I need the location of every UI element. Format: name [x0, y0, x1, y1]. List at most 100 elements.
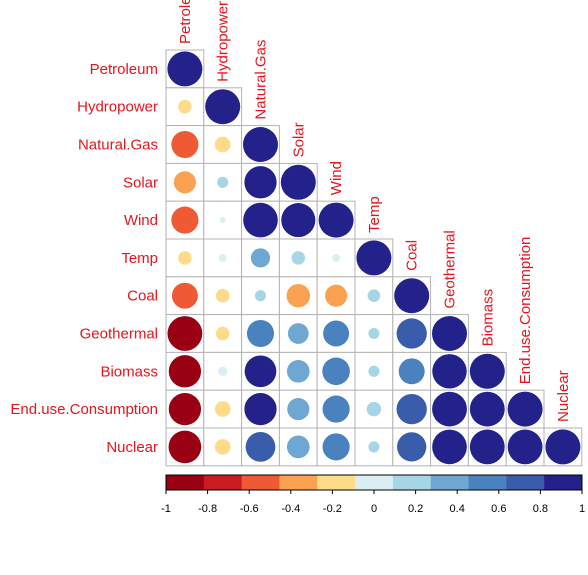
- correlation-circle-nuclear-petroleum: [168, 430, 202, 464]
- correlation-circle-coal-petroleum: [171, 282, 198, 309]
- colorbar: [165, 474, 583, 491]
- correlation-circle-geothermal-temp: [368, 327, 380, 340]
- correlation-circle-end-use-consumption-hydropower: [214, 401, 231, 417]
- correlation-circle-wind-hydropower: [219, 217, 226, 224]
- column-label-coal: Coal: [404, 240, 421, 271]
- row-label-temp: Temp: [121, 250, 158, 267]
- correlation-circle-solar-solar: [280, 164, 316, 200]
- colorbar-segment-1: [203, 475, 243, 490]
- correlation-circle-end-use-consumption-geothermal: [432, 391, 467, 427]
- colorbar-segment-7: [430, 475, 469, 490]
- colorbar-segment-0: [166, 475, 205, 490]
- correlation-circle-biomass-wind: [322, 357, 350, 386]
- correlation-circle-geothermal-coal: [396, 318, 427, 349]
- correlation-circle-temp-solar: [291, 251, 306, 265]
- row-label-end-use-consumption: End.use.Consumption: [10, 401, 158, 418]
- colorbar-segment-4: [317, 475, 356, 490]
- column-label-natural-gas: Natural.Gas: [253, 40, 270, 120]
- correlation-circle-end-use-consumption-end-use-consumption: [507, 391, 543, 427]
- correlation-circle-end-use-consumption-wind: [322, 395, 350, 423]
- colorbar-segment-2: [241, 475, 280, 490]
- correlation-circle-coal-wind: [325, 284, 348, 307]
- correlation-circle-biomass-petroleum: [168, 355, 202, 388]
- correlation-circle-end-use-consumption-petroleum: [168, 392, 202, 426]
- correlation-circle-geothermal-petroleum: [167, 316, 203, 351]
- colorbar-tick-label: -1: [161, 503, 171, 515]
- column-label-biomass: Biomass: [479, 289, 496, 347]
- colorbar-segment-10: [544, 475, 583, 490]
- correlation-circle-biomass-biomass: [469, 353, 505, 389]
- correlation-circle-wind-petroleum: [171, 206, 199, 234]
- row-label-petroleum: Petroleum: [90, 61, 158, 78]
- correlation-circle-nuclear-end-use-consumption: [507, 429, 543, 465]
- colorbar-segment-6: [392, 475, 432, 490]
- colorbar-tick-label: 0.2: [408, 503, 423, 515]
- correlation-circle-wind-natural-gas: [243, 202, 278, 238]
- colorbar-tick-label: 0.4: [450, 503, 465, 515]
- colorbar-tick-label: -0.4: [281, 503, 300, 515]
- colorbar-tick-label: 0.8: [533, 503, 548, 515]
- correlation-circle-nuclear-hydropower: [214, 439, 231, 455]
- correlation-circle-nuclear-natural-gas: [245, 432, 276, 462]
- correlation-circle-petroleum-petroleum: [167, 51, 203, 87]
- correlation-circle-solar-natural-gas: [244, 166, 277, 199]
- correlation-circle-nuclear-coal: [397, 432, 427, 462]
- row-labels: Petroleum Hydropower Natural.Gas Solar Wind T…: [10, 61, 158, 456]
- colorbar-tick-label: 0.6: [491, 503, 506, 515]
- correlation-circle-coal-hydropower: [215, 288, 230, 303]
- correlation-circle-hydropower-hydropower: [205, 89, 241, 125]
- correlation-circle-nuclear-solar: [286, 435, 310, 459]
- correlation-circle-coal-natural-gas: [254, 290, 267, 302]
- correlation-circle-end-use-consumption-temp: [366, 401, 382, 417]
- column-label-nuclear: Nuclear: [555, 370, 572, 422]
- correlation-circle-biomass-solar: [286, 359, 310, 383]
- correlation-circle-biomass-hydropower: [218, 366, 228, 376]
- correlation-circle-biomass-natural-gas: [244, 355, 277, 388]
- correlation-circle-solar-hydropower: [217, 176, 229, 188]
- correlation-circle-coal-solar: [286, 283, 311, 308]
- column-label-wind: Wind: [328, 161, 345, 195]
- matrix-cells: [165, 49, 583, 467]
- column-label-hydropower: Hydropower: [215, 1, 232, 82]
- correlation-circle-nuclear-temp: [368, 441, 380, 453]
- column-label-petroleum: Petroleum: [177, 0, 194, 44]
- row-label-geothermal: Geothermal: [80, 326, 158, 343]
- row-label-wind: Wind: [124, 212, 158, 229]
- row-label-biomass: Biomass: [100, 363, 158, 380]
- correlation-circle-end-use-consumption-biomass: [469, 391, 505, 427]
- correlation-circle-nuclear-biomass: [469, 429, 505, 465]
- colorbar-tick-label: -0.8: [198, 503, 217, 515]
- correlation-circle-temp-petroleum: [178, 251, 192, 265]
- correlation-circle-coal-temp: [367, 289, 381, 303]
- correlation-circle-hydropower-petroleum: [178, 99, 192, 114]
- correlation-circle-natural-gas-natural-gas: [243, 127, 278, 162]
- correlation-circle-geothermal-wind: [323, 320, 350, 347]
- correlation-circle-natural-gas-hydropower: [214, 136, 231, 153]
- correlation-circle-geothermal-solar: [287, 323, 309, 344]
- correlation-circle-temp-temp: [356, 240, 392, 276]
- column-label-end-use-consumption: End.use.Consumption: [517, 237, 534, 385]
- correlation-circle-natural-gas-petroleum: [171, 130, 199, 159]
- correlation-circle-end-use-consumption-solar: [287, 398, 310, 421]
- colorbar-tick-label: 0: [371, 503, 377, 515]
- correlation-circle-geothermal-natural-gas: [246, 319, 275, 348]
- correlation-circle-end-use-consumption-coal: [396, 393, 427, 425]
- correlation-circle-nuclear-nuclear: [545, 429, 581, 465]
- colorbar-segment-8: [468, 475, 507, 490]
- row-label-nuclear: Nuclear: [106, 439, 158, 456]
- row-label-coal: Coal: [127, 288, 158, 305]
- correlation-circle-end-use-consumption-natural-gas: [244, 392, 277, 426]
- correlation-circle-wind-wind: [318, 202, 354, 238]
- colorbar-ticks: -1 -0.8 -0.6 -0.4 -0.2 0 0.2 0.4 0.6 0.8 1: [161, 490, 585, 515]
- correlation-circle-geothermal-hydropower: [215, 326, 230, 341]
- correlation-circle-solar-petroleum: [173, 171, 196, 194]
- colorbar-tick-label: -0.6: [240, 503, 259, 515]
- colorbar-tick-label: 1: [579, 503, 585, 515]
- colorbar-segment-3: [279, 475, 318, 490]
- column-label-solar: Solar: [290, 122, 307, 157]
- cell-coal-solar: [278, 276, 318, 316]
- colorbar-segment-9: [506, 475, 545, 490]
- correlation-circle-temp-natural-gas: [250, 248, 271, 268]
- correlation-circle-geothermal-geothermal: [432, 316, 467, 351]
